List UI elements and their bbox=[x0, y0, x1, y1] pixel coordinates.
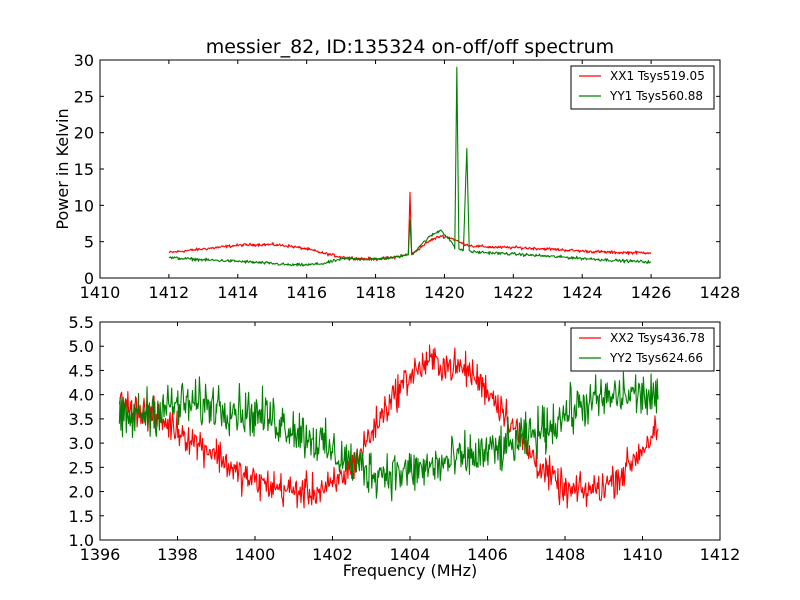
x-tick-label: 1426 bbox=[631, 283, 672, 302]
x-tick-label: 1422 bbox=[493, 283, 534, 302]
series-line-xx2 bbox=[118, 344, 659, 509]
top-chart-title: messier_82, ID:135324 on-off/off spectru… bbox=[206, 36, 614, 58]
y-tick-label: 4.0 bbox=[69, 386, 94, 405]
top-chart: messier_82, ID:135324 on-off/off spectru… bbox=[53, 36, 740, 302]
y-tick-label: 5.5 bbox=[69, 313, 94, 332]
legend-label-yy1: YY1 Tsys560.88 bbox=[609, 89, 703, 103]
x-tick-label: 1398 bbox=[157, 545, 198, 564]
x-tick-label: 1428 bbox=[700, 283, 741, 302]
x-tick-label: 1404 bbox=[390, 545, 431, 564]
y-tick-label: 5.0 bbox=[69, 337, 94, 356]
legend-box bbox=[570, 65, 715, 110]
bottom-chart-legend: XX2 Tsys436.78 YY2 Tsys624.66 bbox=[570, 327, 715, 372]
x-tick-label: 1424 bbox=[562, 283, 603, 302]
series-line-xx1 bbox=[168, 191, 652, 262]
y-tick-label: 0 bbox=[84, 269, 94, 288]
y-tick-label: 1.0 bbox=[69, 531, 94, 550]
x-tick-label: 1412 bbox=[149, 283, 190, 302]
legend-label-yy2: YY2 Tsys624.66 bbox=[609, 351, 703, 365]
y-tick-label: 5 bbox=[84, 233, 94, 252]
legend-box bbox=[570, 327, 715, 372]
x-tick-label: 1396 bbox=[80, 545, 121, 564]
x-tick-label: 1400 bbox=[235, 545, 276, 564]
x-tick-label: 1410 bbox=[80, 283, 121, 302]
y-tick-label: 2.5 bbox=[69, 458, 94, 477]
legend-label-xx1: XX1 Tsys519.05 bbox=[610, 69, 705, 83]
bottom-chart-frame bbox=[99, 321, 721, 541]
x-tick-label: 1416 bbox=[286, 283, 327, 302]
x-tick-label: 1420 bbox=[424, 283, 465, 302]
y-tick-label: 4.5 bbox=[69, 361, 94, 380]
legend-label-xx2: XX2 Tsys436.78 bbox=[610, 331, 705, 345]
x-tick-label: 1414 bbox=[217, 283, 258, 302]
x-tick-label: 1408 bbox=[545, 545, 586, 564]
bottom-chart: Frequency (MHz) 1396 1398 1400 1402 1404 1406… bbox=[69, 313, 741, 580]
x-tick-label: 1402 bbox=[312, 545, 353, 564]
x-tick-label: 1410 bbox=[622, 545, 663, 564]
y-tick-label: 2.0 bbox=[69, 483, 94, 502]
y-tick-label: 10 bbox=[74, 196, 94, 215]
x-tick-label: 1406 bbox=[467, 545, 508, 564]
series-line-yy1 bbox=[168, 66, 652, 267]
top-chart-y-axis-label: Power in Kelvin bbox=[53, 108, 72, 229]
y-tick-label: 25 bbox=[74, 87, 94, 106]
y-tick-label: 15 bbox=[74, 160, 94, 179]
series-line-yy2 bbox=[118, 371, 659, 502]
y-tick-label: 3.5 bbox=[69, 410, 94, 429]
top-chart-legend: XX1 Tsys519.05 YY1 Tsys560.88 bbox=[570, 65, 715, 110]
top-chart-frame bbox=[99, 59, 721, 279]
y-tick-label: 3.0 bbox=[69, 434, 94, 453]
y-tick-label: 1.5 bbox=[69, 507, 94, 526]
x-tick-label: 1412 bbox=[700, 545, 741, 564]
y-tick-label: 30 bbox=[74, 51, 94, 70]
x-tick-label: 1418 bbox=[355, 283, 396, 302]
y-tick-label: 20 bbox=[74, 124, 94, 143]
bottom-chart-x-axis-label: Frequency (MHz) bbox=[343, 561, 477, 580]
